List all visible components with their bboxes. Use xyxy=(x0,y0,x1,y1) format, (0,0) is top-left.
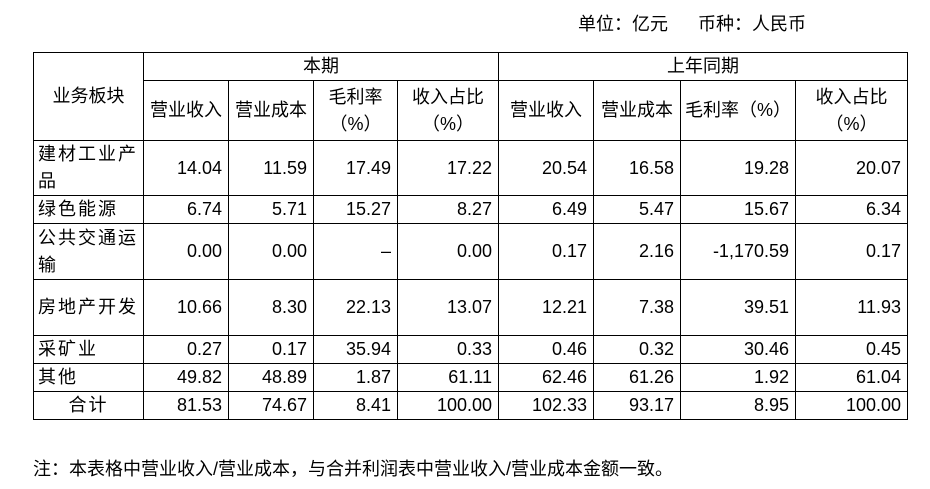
cell: 15.67 xyxy=(680,195,796,224)
column-header: 收入占比（%） xyxy=(795,80,908,141)
cell: 48.89 xyxy=(228,363,314,392)
cell: 0.45 xyxy=(795,335,908,364)
cell: 61.26 xyxy=(593,363,681,392)
cell: 0.00 xyxy=(143,223,229,280)
group-header: 本期 xyxy=(143,52,499,81)
unit-line: 单位：亿元 币种：人民币 xyxy=(578,10,806,36)
cell: 20.54 xyxy=(498,140,594,196)
table-row: 采矿业 0.27 0.17 35.94 0.33 0.46 0.32 30.46 0.45 xyxy=(33,335,908,364)
row-label: 其他 xyxy=(33,363,144,392)
cell: 0.17 xyxy=(498,223,594,280)
cell: 6.49 xyxy=(498,195,594,224)
cell: 1.87 xyxy=(313,363,398,392)
cell: 14.04 xyxy=(143,140,229,196)
cell: 11.93 xyxy=(795,279,908,336)
cell: 12.21 xyxy=(498,279,594,336)
cell: 39.51 xyxy=(680,279,796,336)
cell: 6.34 xyxy=(795,195,908,224)
row-label: 公共交通运输 xyxy=(33,223,144,280)
row-label: 房地产开发 xyxy=(33,279,144,336)
cell: 13.07 xyxy=(397,279,499,336)
cell: – xyxy=(313,223,398,280)
cell: 62.46 xyxy=(498,363,594,392)
cell: 8.41 xyxy=(313,391,398,420)
cell: 93.17 xyxy=(593,391,681,420)
revenue-table: 业务板块 本期 上年同期 营业收入 营业成本 毛利率（%） 收入占比（%） 营业收入 营业… xyxy=(33,52,908,420)
cell: 61.11 xyxy=(397,363,499,392)
column-header: 毛利率（%） xyxy=(680,80,796,141)
row-label: 绿色能源 xyxy=(33,195,144,224)
column-header: 营业成本 xyxy=(228,80,314,141)
cell: 0.00 xyxy=(397,223,499,280)
column-header: 收入占比（%） xyxy=(397,80,499,141)
cell: 5.47 xyxy=(593,195,681,224)
cell: 0.46 xyxy=(498,335,594,364)
cell: 0.00 xyxy=(228,223,314,280)
cell: 35.94 xyxy=(313,335,398,364)
table-row: 房地产开发 10.66 8.30 22.13 13.07 12.21 7.38 39.51 11… xyxy=(33,279,908,336)
cell: 17.49 xyxy=(313,140,398,196)
cell: 61.04 xyxy=(795,363,908,392)
cell: 49.82 xyxy=(143,363,229,392)
cell: 20.07 xyxy=(795,140,908,196)
table-row: 合计 81.53 74.67 8.41 100.00 102.33 93.17 8.95 100… xyxy=(33,391,908,420)
cell: 10.66 xyxy=(143,279,229,336)
cell: 17.22 xyxy=(397,140,499,196)
note: 注：本表格中营业收入/营业成本，与合并利润表中营业收入/营业成本金额一致。 xyxy=(33,459,673,479)
cell: 102.33 xyxy=(498,391,594,420)
cell: 100.00 xyxy=(397,391,499,420)
column-header: 营业成本 xyxy=(593,80,681,141)
cell: 8.27 xyxy=(397,195,499,224)
row-label-header: 业务板块 xyxy=(33,52,144,141)
cell: 0.32 xyxy=(593,335,681,364)
cell: 81.53 xyxy=(143,391,229,420)
cell: 0.17 xyxy=(228,335,314,364)
cell: 8.30 xyxy=(228,279,314,336)
row-label: 建材工业产品 xyxy=(33,140,144,196)
row-label: 采矿业 xyxy=(33,335,144,364)
cell: 6.74 xyxy=(143,195,229,224)
cell: 0.27 xyxy=(143,335,229,364)
cell: 100.00 xyxy=(795,391,908,420)
table-row: 其他 49.82 48.89 1.87 61.11 62.46 61.26 1.92 61.04 xyxy=(33,363,908,392)
table-row: 绿色能源 6.74 5.71 15.27 8.27 6.49 5.47 15.67 6.34 xyxy=(33,195,908,224)
currency: 币种：人民币 xyxy=(698,14,806,34)
cell: 15.27 xyxy=(313,195,398,224)
cell: -1,170.59 xyxy=(680,223,796,280)
cell: 5.71 xyxy=(228,195,314,224)
cell: 19.28 xyxy=(680,140,796,196)
cell: 1.92 xyxy=(680,363,796,392)
cell: 0.17 xyxy=(795,223,908,280)
cell: 2.16 xyxy=(593,223,681,280)
table-row: 建材工业产品 14.04 11.59 17.49 17.22 20.54 16.58 19.2… xyxy=(33,140,908,196)
cell: 8.95 xyxy=(680,391,796,420)
cell: 22.13 xyxy=(313,279,398,336)
cell: 16.58 xyxy=(593,140,681,196)
table-row: 公共交通运输 0.00 0.00–0.00 0.17 2.16 -1,170.59 0.17 xyxy=(33,223,908,280)
cell: 7.38 xyxy=(593,279,681,336)
unit: 单位：亿元 xyxy=(578,14,668,34)
group-header: 上年同期 xyxy=(498,52,908,81)
column-header: 营业收入 xyxy=(498,80,594,141)
cell: 74.67 xyxy=(228,391,314,420)
column-header: 毛利率（%） xyxy=(313,80,398,141)
cell: 30.46 xyxy=(680,335,796,364)
column-header: 营业收入 xyxy=(143,80,229,141)
cell: 11.59 xyxy=(228,140,314,196)
cell: 0.33 xyxy=(397,335,499,364)
row-label: 合计 xyxy=(33,391,144,420)
